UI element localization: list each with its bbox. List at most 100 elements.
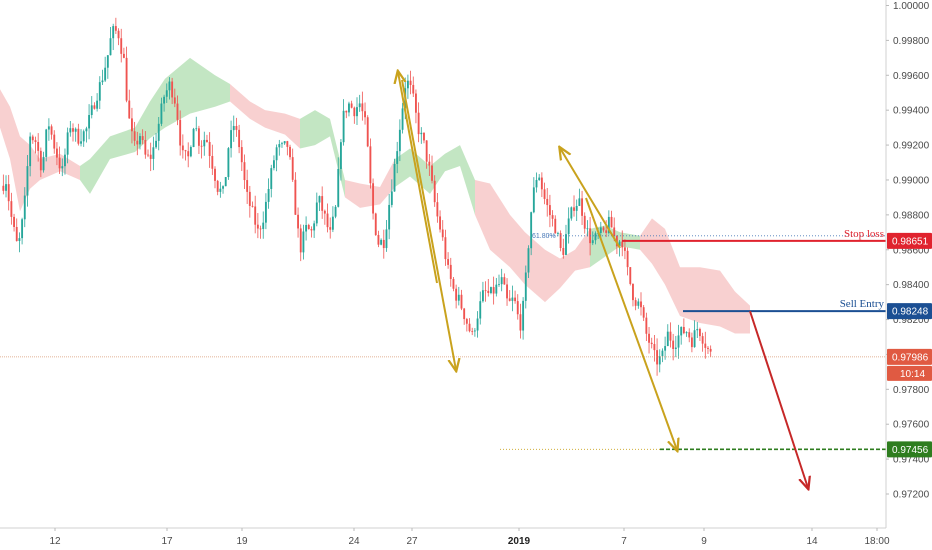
candle-body [165,90,168,97]
y-tick-label: 0.99600 [893,71,930,82]
arrow-leg1-drop [401,79,456,370]
candle-body [168,81,171,91]
candle-body [452,278,455,289]
candle-body [147,154,149,156]
candle-body [621,241,624,248]
cloud-segment [475,179,490,250]
candle-body [149,154,152,159]
candle-body [487,290,490,293]
candle-body [409,80,412,85]
candle-body [557,233,559,234]
y-tick-label: 0.98200 [893,315,930,326]
candle-body [230,130,233,149]
candle-body [690,337,693,348]
candle-body [361,103,364,112]
candle-body [653,344,656,351]
candle-body [382,239,385,249]
candle-body [629,267,632,284]
candle-body [227,148,230,178]
candle-body [58,157,61,169]
candle-body [524,272,527,301]
candle-body [514,297,517,302]
candle-body [64,154,66,167]
price-badges: 0.98651 0.98248 0.97986 10:14 0.97456 [887,232,932,458]
candle-body [313,223,316,231]
cloud-segment [525,232,545,303]
candle-body [66,132,69,155]
candle-body [39,150,42,171]
cloud-segment [700,267,720,327]
candle-body [632,283,634,301]
candle-body [117,30,120,39]
candle-body [374,213,377,235]
candle-body [206,139,208,142]
candlestick-series [2,17,712,376]
candle-body [345,110,348,113]
candle-body [570,207,573,219]
candle-body [184,150,187,152]
candle-body [605,230,608,233]
cloud-segment [720,270,735,334]
candle-body [471,331,474,332]
candle-body [366,117,369,147]
candle-body [503,277,506,285]
candle-body [372,183,375,214]
candle-body [473,330,476,332]
candle-body [476,318,479,331]
candle-body [299,228,302,253]
arrow-leg2-drop [585,197,677,450]
x-tick-label: 17 [161,536,173,547]
candle-body [457,294,460,301]
candle-body [195,128,198,130]
candle-body [693,330,696,348]
candle-body [492,287,495,294]
candle-body [677,335,680,348]
candle-body [412,84,415,94]
candle-body [433,180,436,203]
candle-body [607,216,610,233]
candle-body [281,143,283,145]
candle-body [214,168,216,181]
candle-body [573,207,575,211]
candle-body [358,103,361,108]
cloud-segment [80,159,90,194]
candle-body [401,108,404,130]
candle-body [122,53,125,58]
candle-body [329,227,332,230]
candle-body [200,145,203,147]
candle-body [246,180,249,192]
cloud-segment [300,110,315,149]
candle-body [61,166,64,169]
candle-body [648,333,650,343]
candle-body [586,228,589,230]
candle-body [465,319,468,324]
cloud-segment [190,57,215,114]
candle-body [34,140,37,142]
candle-body [634,300,637,306]
x-tick-label: 19 [236,536,248,547]
candle-body [45,129,48,157]
candle-body [256,224,259,229]
candle-body [187,151,190,157]
candle-body [232,126,235,131]
candle-body [318,196,321,203]
candle-body [538,177,541,181]
candle-body [235,126,238,130]
candle-body [428,161,431,166]
candle-body [439,216,441,230]
x-tick-label: 7 [621,536,627,547]
candle-body [575,205,578,211]
cloud-segment [665,228,680,317]
candle-body [417,112,420,135]
cloud-segment [40,153,60,180]
current-price-badge-bg [887,348,932,365]
x-tick-label: 24 [348,536,360,547]
candle-body [254,206,257,225]
candle-body [626,250,629,268]
candle-body [567,218,570,235]
stop-loss-badge-bg [887,232,932,249]
candle-body [179,119,182,146]
candle-body [203,139,206,147]
